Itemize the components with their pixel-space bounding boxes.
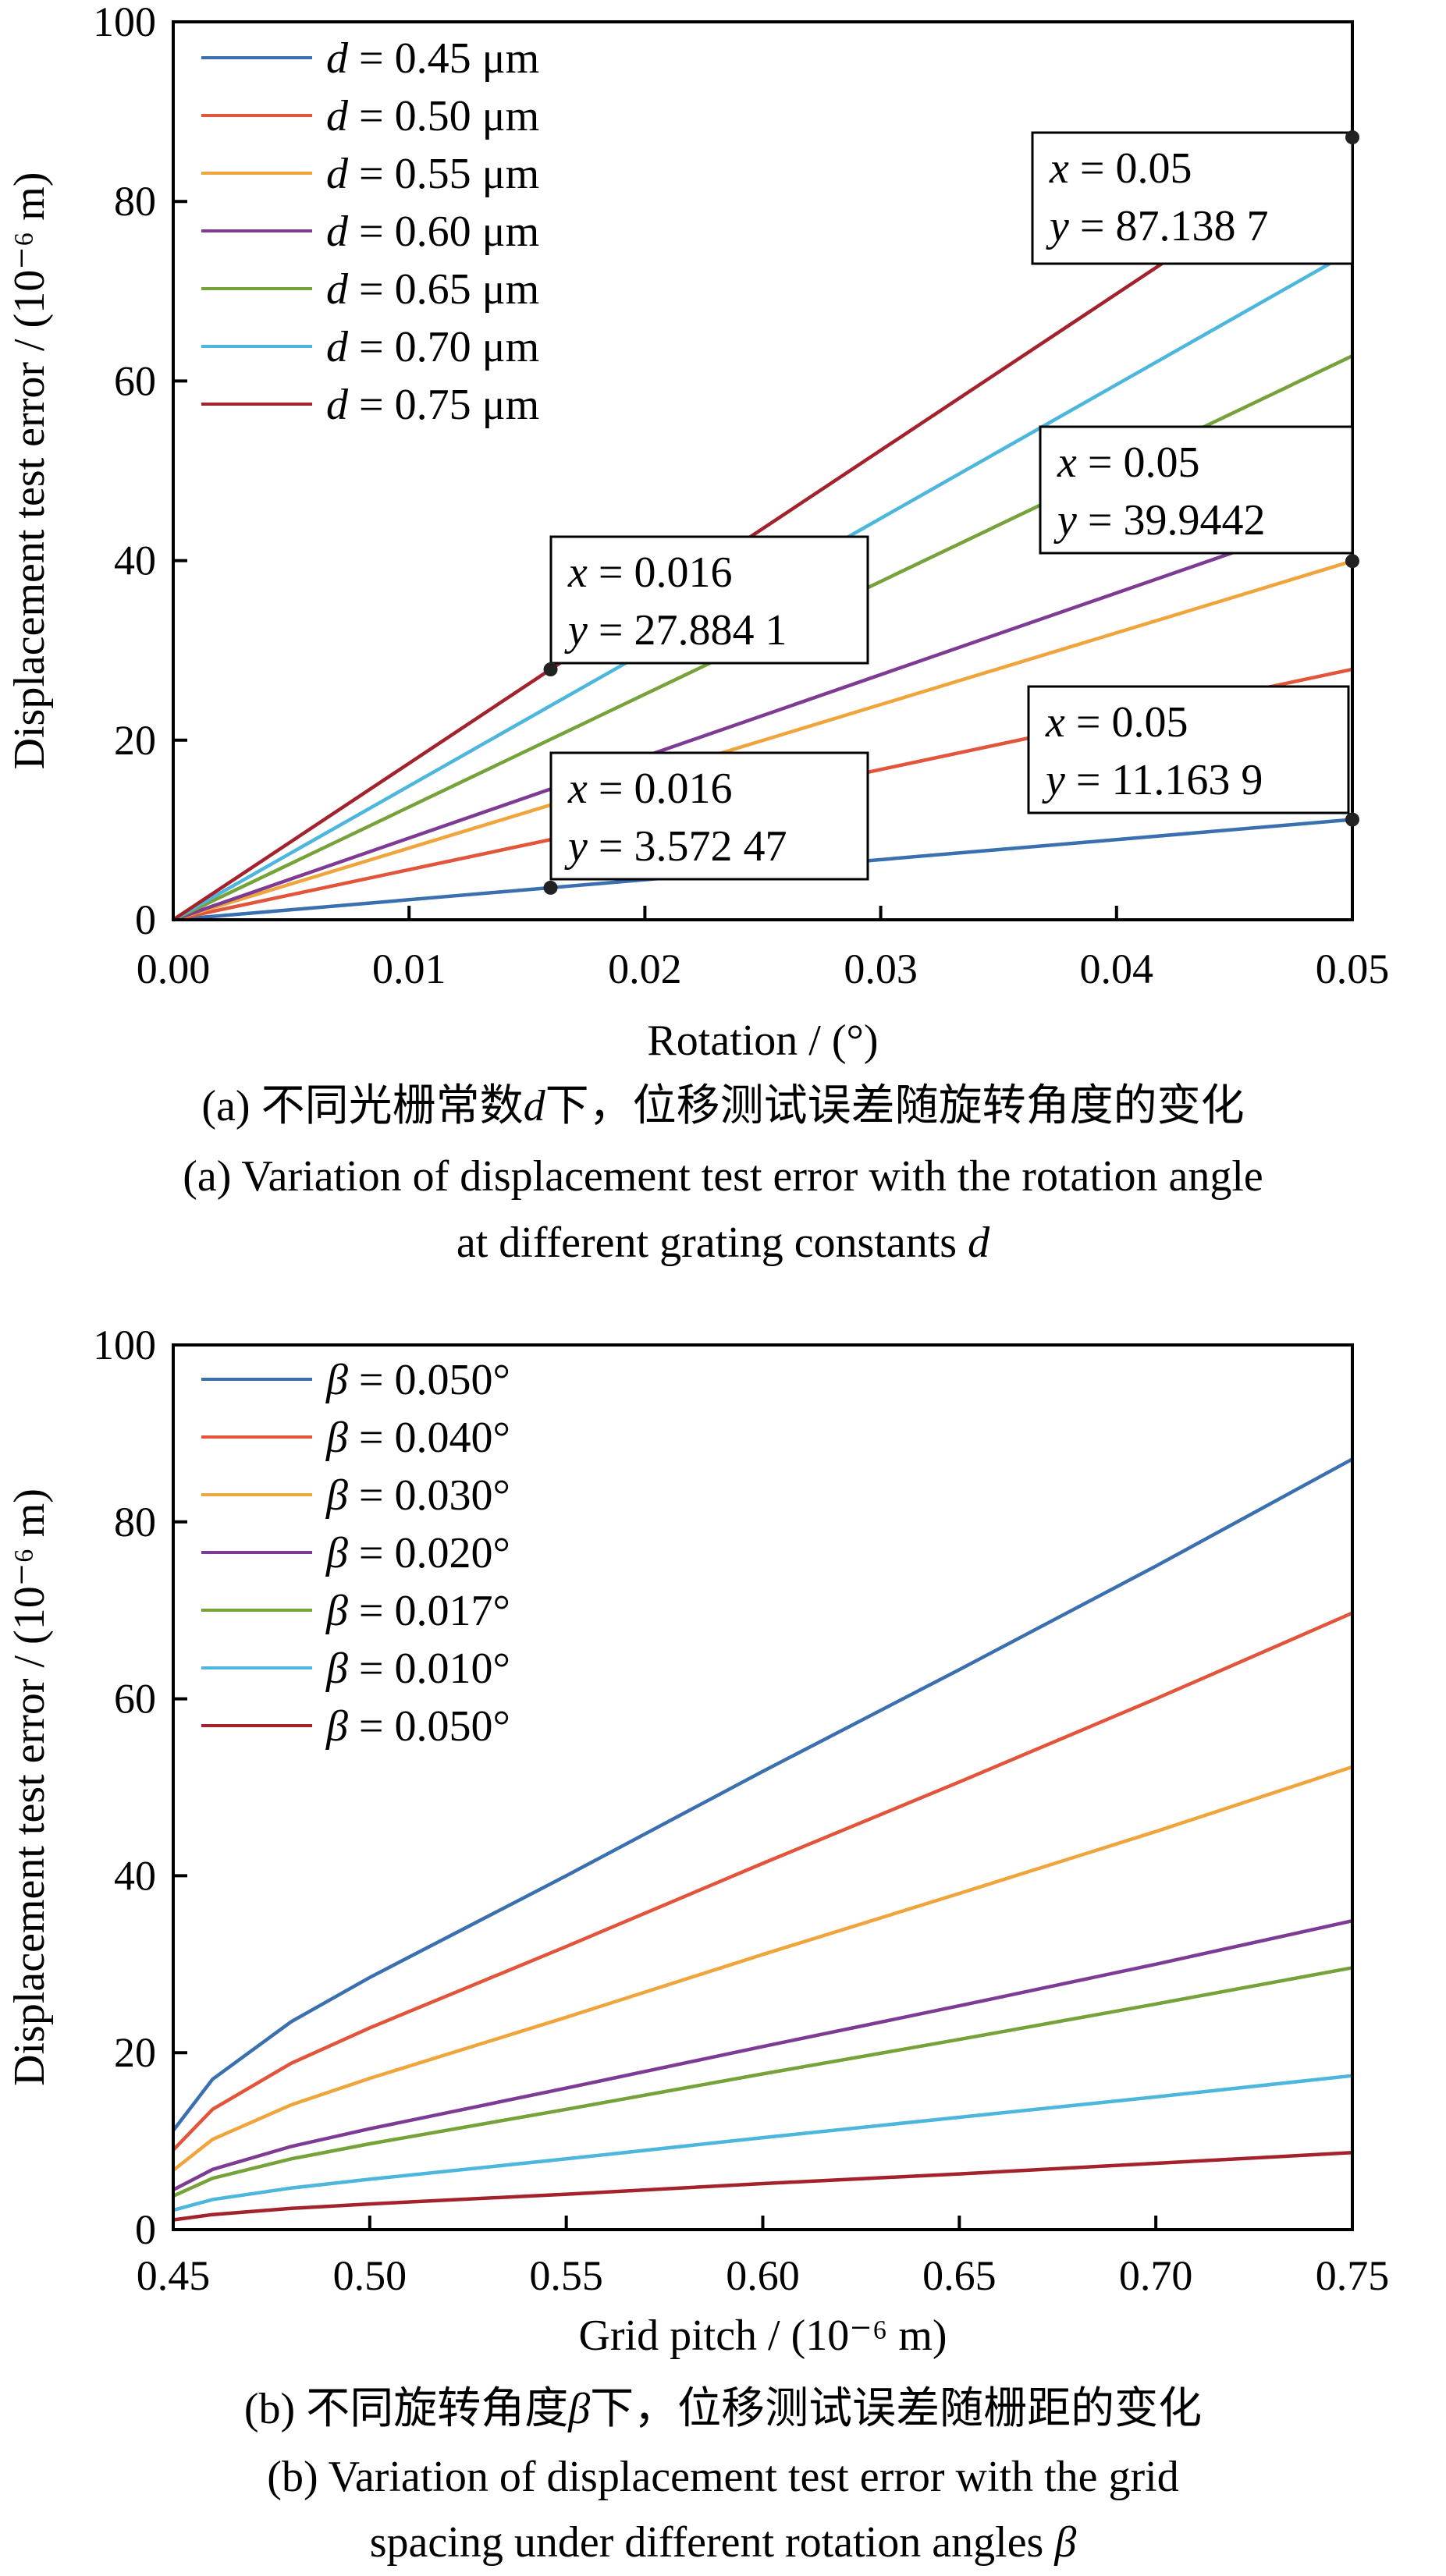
data-tip-y: y = 3.572 47 bbox=[564, 822, 787, 871]
y-tick-label: 100 bbox=[93, 1322, 156, 1368]
y-tick-label: 0 bbox=[135, 896, 156, 943]
x-tick-label: 0.70 bbox=[1119, 2252, 1193, 2299]
chart-a-legend: d = 0.45 μm d = 0.50 μm d = 0.55 μm d = 0.6… bbox=[201, 34, 539, 429]
data-tip-x: x = 0.05 bbox=[1045, 698, 1188, 747]
data-tip-y: y = 87.138 7 bbox=[1046, 202, 1268, 250]
data-tip-y: y = 39.9442 bbox=[1053, 496, 1265, 545]
data-tip-box bbox=[1039, 425, 1354, 555]
data-tip: x = 0.016 y = 27.884 1 bbox=[543, 535, 869, 677]
x-tick-label: 0.01 bbox=[372, 946, 446, 992]
y-tick-label: 0 bbox=[135, 2206, 156, 2253]
series-line-3 bbox=[172, 1765, 1353, 2172]
x-tick-label: 0.03 bbox=[844, 946, 918, 992]
data-tip-x: x = 0.016 bbox=[567, 765, 732, 813]
y-tick-label: 40 bbox=[114, 538, 156, 584]
y-tick-label: 60 bbox=[114, 1676, 156, 1723]
data-tip: x = 0.05 y = 39.9442 bbox=[1039, 425, 1359, 569]
legend-label: d = 0.60 μm bbox=[326, 208, 539, 256]
data-tip-x: x = 0.05 bbox=[1057, 438, 1199, 487]
y-tick-label: 20 bbox=[114, 2029, 156, 2076]
caption-a-chinese: (a) 不同光栅常数d下，位移测试误差随旋转角度的变化 bbox=[201, 1082, 1245, 1130]
chart-a-annotations: x = 0.05y = 87.138 7x = 0.05y = 39.9442x… bbox=[543, 130, 1359, 895]
y-tick-label: 80 bbox=[114, 1499, 156, 1545]
data-tip-x: x = 0.016 bbox=[567, 548, 732, 597]
legend-label: β = 0.017° bbox=[325, 1587, 510, 1635]
data-tip-x: x = 0.05 bbox=[1049, 144, 1192, 193]
chart-b-axes: 0.45 0.50 0.55 0.60 0.65 0.70 0.75 0 20 40 60 80 100… bbox=[5, 1322, 1389, 2360]
x-tick-label: 0.04 bbox=[1080, 946, 1154, 992]
data-tip: x = 0.016 y = 3.572 47 bbox=[543, 751, 869, 895]
legend-label: β = 0.050° bbox=[325, 1356, 510, 1404]
legend-label: β = 0.050° bbox=[325, 1702, 510, 1751]
x-tick-label: 0.75 bbox=[1316, 2252, 1390, 2299]
data-tip-y: y = 11.163 9 bbox=[1042, 756, 1263, 804]
legend-label: β = 0.020° bbox=[325, 1529, 510, 1577]
caption-b-chinese: (b) 不同旋转角度β下，位移测试误差随栅距的变化 bbox=[243, 2385, 1203, 2433]
caption-a-english-line1: (a) Variation of displacement test error… bbox=[183, 1152, 1263, 1201]
series-line-4 bbox=[172, 1919, 1353, 2191]
caption-b-english-line1: (b) Variation of displacement test error… bbox=[267, 2453, 1179, 2501]
x-tick-label: 0.65 bbox=[922, 2252, 997, 2299]
legend-label: d = 0.45 μm bbox=[326, 34, 539, 83]
x-tick-label: 0.55 bbox=[529, 2252, 603, 2299]
y-tick-label: 80 bbox=[114, 178, 156, 225]
chart-b: 0.45 0.50 0.55 0.60 0.65 0.70 0.75 0 20 40 60 80 100… bbox=[5, 1322, 1389, 2360]
chart-b-legend: β = 0.050° β = 0.040° β = 0.030° β = 0.020°… bbox=[201, 1356, 510, 1751]
x-tick-label: 0.05 bbox=[1316, 946, 1390, 992]
series-line-6 bbox=[172, 2074, 1353, 2212]
x-tick-label: 0.45 bbox=[137, 2252, 211, 2299]
y-tick-label: 40 bbox=[114, 1852, 156, 1899]
legend-label: d = 0.50 μm bbox=[326, 92, 539, 140]
x-tick-label: 0.00 bbox=[137, 946, 211, 992]
data-tip-marker bbox=[1345, 130, 1359, 145]
y-tick-label: 100 bbox=[93, 0, 156, 45]
caption-a-english-line2: at different grating constants d bbox=[456, 1219, 990, 1267]
data-tip-marker bbox=[1345, 554, 1359, 569]
legend-label: d = 0.75 μm bbox=[326, 381, 539, 429]
caption-b-english-line2: spacing under different rotation angles … bbox=[369, 2518, 1077, 2567]
series-line-7 bbox=[172, 136, 1354, 921]
data-tip-marker bbox=[543, 662, 558, 677]
x-axis-title: Rotation / (°) bbox=[647, 1017, 878, 1065]
legend-label: d = 0.65 μm bbox=[326, 265, 539, 314]
x-tick-label: 0.50 bbox=[333, 2252, 407, 2299]
data-tip-box bbox=[1027, 685, 1350, 814]
legend-label: β = 0.010° bbox=[325, 1645, 510, 1693]
data-tip-box bbox=[1031, 131, 1354, 265]
x-tick-label: 0.60 bbox=[726, 2252, 800, 2299]
y-tick-label: 20 bbox=[114, 717, 156, 764]
series-line-4 bbox=[172, 509, 1353, 922]
chart-b-series-group bbox=[172, 1457, 1354, 2222]
data-tip: x = 0.05 y = 87.138 7 bbox=[1031, 130, 1359, 265]
series-line-5 bbox=[172, 1966, 1353, 2198]
series-line-3 bbox=[172, 559, 1353, 922]
legend-label: d = 0.70 μm bbox=[326, 323, 539, 371]
legend-label: β = 0.030° bbox=[325, 1471, 510, 1520]
series-line-7 bbox=[172, 2151, 1353, 2222]
data-tip-marker bbox=[1345, 812, 1359, 827]
x-tick-label: 0.02 bbox=[608, 946, 682, 992]
chart-a: 0.00 0.01 0.02 0.03 0.04 0.05 0 20 40 60 80 100 Rota… bbox=[5, 0, 1389, 1065]
legend-label: d = 0.55 μm bbox=[326, 150, 539, 198]
chart-a-axes: 0.00 0.01 0.02 0.03 0.04 0.05 0 20 40 60 80 100 Rota… bbox=[5, 0, 1389, 1065]
data-tip-marker bbox=[543, 880, 558, 895]
x-axis-title: Grid pitch / (10⁻⁶ m) bbox=[578, 2312, 947, 2360]
data-tip-box bbox=[549, 535, 869, 665]
y-axis-title: Displacement test error / (10⁻⁶ m) bbox=[5, 1488, 54, 2086]
series-line-1 bbox=[172, 1457, 1354, 2132]
data-tip-box bbox=[549, 751, 869, 881]
y-tick-label: 60 bbox=[114, 357, 156, 404]
legend-label: β = 0.040° bbox=[325, 1414, 510, 1462]
y-axis-title: Displacement test error / (10⁻⁶ m) bbox=[5, 172, 54, 770]
series-line-2 bbox=[172, 1611, 1353, 2152]
data-tip: x = 0.05 y = 11.163 9 bbox=[1027, 685, 1359, 827]
data-tip-y: y = 27.884 1 bbox=[564, 606, 787, 655]
